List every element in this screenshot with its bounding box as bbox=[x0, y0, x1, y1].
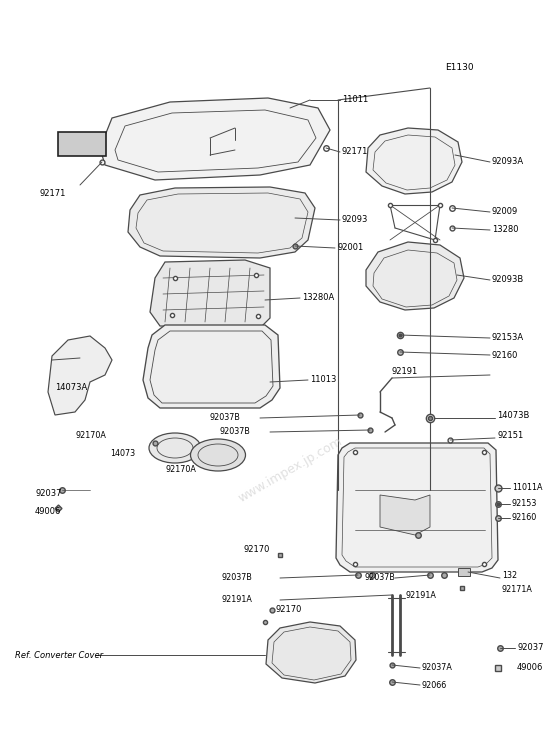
Bar bbox=[458, 568, 470, 576]
Text: 92191A: 92191A bbox=[222, 596, 253, 605]
Text: 92151: 92151 bbox=[497, 430, 523, 439]
Text: 11011A: 11011A bbox=[512, 484, 543, 493]
Text: 92037B: 92037B bbox=[220, 427, 251, 436]
Polygon shape bbox=[100, 98, 330, 180]
Polygon shape bbox=[48, 336, 112, 415]
Text: 11013: 11013 bbox=[310, 376, 337, 384]
Polygon shape bbox=[366, 242, 464, 310]
Text: 92191: 92191 bbox=[392, 367, 418, 376]
Ellipse shape bbox=[190, 439, 245, 471]
Text: 14073A: 14073A bbox=[55, 384, 87, 392]
Polygon shape bbox=[336, 443, 498, 572]
Ellipse shape bbox=[149, 433, 201, 463]
Text: 92093B: 92093B bbox=[492, 275, 524, 285]
Text: Ref. Converter Cover: Ref. Converter Cover bbox=[15, 651, 103, 660]
Text: 92037B: 92037B bbox=[364, 573, 395, 583]
Text: 92170A: 92170A bbox=[165, 466, 196, 474]
Text: 92037: 92037 bbox=[35, 488, 62, 498]
Text: 14073B: 14073B bbox=[497, 411, 529, 419]
Text: 92066: 92066 bbox=[422, 681, 447, 690]
Polygon shape bbox=[128, 187, 315, 258]
Polygon shape bbox=[366, 128, 462, 194]
Text: FRONT: FRONT bbox=[65, 140, 99, 149]
Text: 132: 132 bbox=[502, 570, 517, 580]
Text: 92170A: 92170A bbox=[75, 430, 106, 439]
Text: 13280A: 13280A bbox=[302, 294, 334, 302]
Polygon shape bbox=[150, 260, 270, 328]
Polygon shape bbox=[266, 622, 356, 683]
Text: 11011: 11011 bbox=[342, 95, 368, 105]
Polygon shape bbox=[380, 495, 430, 535]
Text: 92153A: 92153A bbox=[492, 334, 524, 343]
Text: 92170: 92170 bbox=[244, 545, 270, 555]
Text: 92037: 92037 bbox=[517, 643, 544, 652]
Text: 92160: 92160 bbox=[492, 351, 519, 359]
Text: 92037B: 92037B bbox=[210, 414, 241, 422]
Text: 92093: 92093 bbox=[342, 215, 368, 225]
Text: 92171A: 92171A bbox=[502, 586, 533, 594]
Text: 13280: 13280 bbox=[492, 225, 519, 234]
Text: 14073: 14073 bbox=[110, 449, 135, 458]
Text: E1130: E1130 bbox=[445, 64, 474, 72]
Text: 92153: 92153 bbox=[512, 499, 538, 509]
Text: 92160: 92160 bbox=[512, 514, 537, 523]
Polygon shape bbox=[143, 325, 280, 408]
Text: 92009: 92009 bbox=[492, 207, 518, 217]
Text: 49006: 49006 bbox=[35, 507, 62, 515]
Bar bbox=[58, 132, 106, 156]
Text: 92037B: 92037B bbox=[222, 573, 253, 583]
Text: 92001: 92001 bbox=[337, 244, 363, 253]
Text: 49006: 49006 bbox=[517, 663, 543, 673]
Text: www.impex.jp.com: www.impex.jp.com bbox=[236, 435, 344, 505]
Text: 92093A: 92093A bbox=[492, 157, 524, 166]
Text: 92171: 92171 bbox=[342, 148, 368, 157]
Text: 92037A: 92037A bbox=[422, 663, 453, 673]
Text: 92191A: 92191A bbox=[406, 591, 437, 600]
Text: 92171: 92171 bbox=[40, 189, 67, 198]
Text: 92170: 92170 bbox=[276, 605, 302, 614]
